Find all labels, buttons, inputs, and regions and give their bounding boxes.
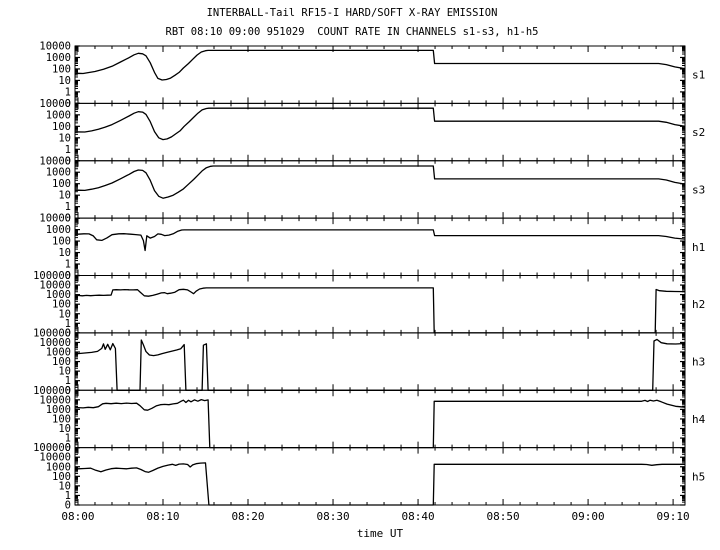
y-tick-label: 100 (52, 299, 71, 311)
channel-label-h1: h1 (692, 241, 705, 254)
series-s2 (74, 107, 686, 141)
y-tick-label: 10 (58, 132, 71, 144)
y-tick-label: 100 (52, 121, 71, 133)
y-tick-label: 10 (58, 190, 71, 202)
y-tick-label: 1000 (46, 109, 71, 121)
y-tick-label: 100000 (33, 385, 71, 397)
y-tick-label: 10000 (39, 98, 71, 110)
plot-subtitle: RBT 08:10 09:00 951029 COUNT RATE IN CHA… (166, 26, 539, 38)
y-tick-label: 0 (65, 98, 71, 110)
x-tick-label: 09:00 (572, 510, 605, 523)
y-tick-label: 1 (65, 433, 71, 445)
panel-frame (74, 160, 686, 219)
panels-group: 1000010001001010s11000010001001010s21000… (33, 41, 706, 512)
y-tick-label: 10000 (39, 394, 71, 406)
x-tick-label: 08:40 (401, 510, 434, 523)
x-tick-label: 08:50 (487, 510, 520, 523)
y-tick-label: 100 (52, 413, 71, 425)
y-tick-label: 1000 (46, 289, 71, 301)
panel-frame (74, 389, 686, 449)
panel-frame (74, 447, 686, 506)
y-tick-label: 10000 (39, 452, 71, 464)
y-tick-label: 10 (58, 423, 71, 435)
y-tick-label: 0 (65, 155, 71, 167)
series-h5 (74, 462, 685, 506)
channel-label-h4: h4 (692, 413, 706, 426)
y-tick-label: 1000 (46, 461, 71, 473)
panel-frame (74, 275, 686, 334)
y-tick-label: 0 (65, 385, 71, 397)
y-tick-label: 10 (58, 308, 71, 320)
y-tick-label: 100 (52, 471, 71, 483)
y-tick-label: 10 (58, 366, 71, 378)
y-tick-label: 1000 (46, 347, 71, 359)
y-tick-label: 1 (65, 201, 71, 213)
y-tick-label: 1 (65, 375, 71, 387)
y-tick-label: 100000 (33, 270, 71, 282)
y-tick-label: 1000 (46, 404, 71, 416)
y-tick-label: 0 (65, 442, 71, 454)
y-tick-label: 10 (58, 480, 71, 492)
y-tick-label: 1000 (46, 52, 71, 64)
x-axis-title: time UT (357, 527, 404, 540)
y-tick-label: 10000 (39, 280, 71, 292)
y-tick-label: 1 (65, 318, 71, 330)
series-h4 (74, 398, 686, 449)
panel-frame (74, 102, 686, 162)
y-tick-label: 10 (58, 247, 71, 259)
series-s3 (74, 165, 686, 199)
y-tick-label: 1000 (46, 167, 71, 179)
y-tick-label: 100 (52, 178, 71, 190)
y-tick-label: 10 (58, 75, 71, 87)
channel-label-s1: s1 (692, 69, 705, 82)
y-tick-label: 100000 (33, 442, 71, 454)
y-tick-label: 100000 (33, 327, 71, 339)
y-tick-label: 1000 (46, 224, 71, 236)
y-tick-label: 10000 (39, 41, 71, 53)
y-tick-label: 100 (52, 356, 71, 368)
x-tick-label: 08:00 (61, 510, 94, 523)
y-tick-label: 1 (65, 86, 71, 98)
x-axis-group: 08:00 08:10 08:20 08:30 08:40 08:50 09:00 09:10… (61, 510, 689, 540)
y-tick-label: 0 (65, 213, 71, 225)
y-tick-label: 0 (65, 500, 71, 512)
y-tick-label: 100 (52, 236, 71, 248)
series-h1 (74, 229, 686, 252)
x-tick-label: 09:10 (657, 510, 690, 523)
channel-label-h2: h2 (692, 298, 705, 311)
panel-frame (74, 45, 686, 104)
panel-frame (74, 332, 686, 391)
y-tick-label: 0 (65, 270, 71, 282)
series-h3 (74, 338, 686, 391)
channel-label-h5: h5 (692, 470, 705, 483)
y-tick-label: 10000 (39, 337, 71, 349)
channel-label-h3: h3 (692, 356, 705, 369)
y-tick-label: 1 (65, 490, 71, 502)
panel-frame (74, 217, 686, 276)
y-tick-label: 100 (52, 63, 71, 75)
channel-label-s2: s2 (692, 126, 705, 139)
y-tick-label: 1 (65, 144, 71, 156)
y-tick-label: 10000 (39, 155, 71, 167)
y-tick-label: 10000 (39, 213, 71, 225)
channel-label-s3: s3 (692, 183, 705, 196)
plot-title: INTERBALL-Tail RF15-I HARD/SOFT X-RAY EM… (207, 7, 498, 19)
y-tick-label: 1 (65, 259, 71, 271)
x-tick-label: 08:20 (231, 510, 264, 523)
x-tick-label: 08:30 (316, 510, 349, 523)
series-h2 (74, 287, 686, 334)
y-tick-label: 0 (65, 327, 71, 339)
series-s1 (74, 49, 686, 81)
x-tick-label: 08:10 (146, 510, 179, 523)
